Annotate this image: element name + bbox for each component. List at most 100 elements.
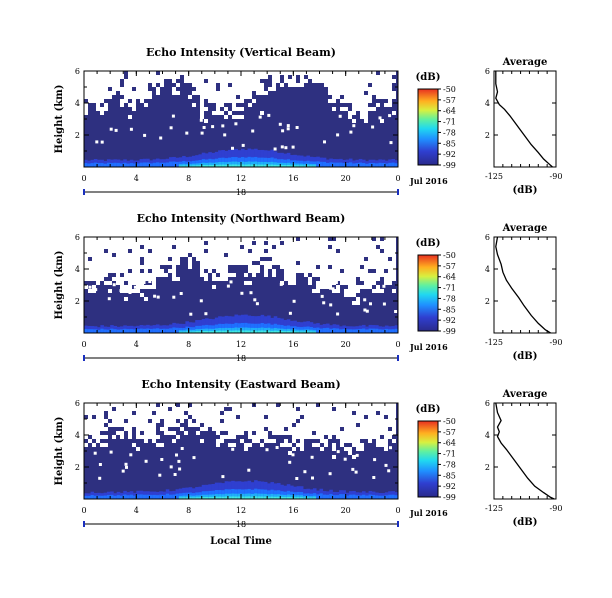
no-data-cell	[240, 261, 244, 265]
no-data-cell	[364, 71, 368, 75]
no-data-cell	[249, 291, 253, 295]
no-data-cell	[144, 269, 148, 273]
intensity-cell	[257, 327, 261, 333]
no-data-cell	[132, 289, 136, 293]
no-data-cell	[348, 115, 352, 119]
no-data-cell	[275, 446, 279, 449]
no-data-cell	[208, 403, 212, 407]
no-data-cell	[320, 265, 324, 269]
no-data-cell	[208, 237, 212, 241]
no-data-cell	[152, 407, 156, 411]
no-data-cell	[332, 423, 336, 427]
no-data-cell	[252, 83, 256, 87]
no-data-cell	[200, 99, 204, 103]
no-data-cell	[128, 415, 132, 419]
no-data-cell	[180, 249, 184, 253]
no-data-cell	[240, 423, 244, 427]
no-data-cell	[316, 407, 320, 411]
no-data-cell	[192, 75, 196, 79]
no-data-cell	[93, 451, 97, 455]
intensity-cell	[106, 329, 111, 333]
no-data-cell	[164, 407, 168, 411]
no-data-cell	[172, 423, 176, 427]
no-data-cell	[380, 83, 384, 87]
no-data-cell	[352, 419, 356, 423]
no-data-cell	[256, 403, 260, 407]
no-data-cell	[156, 249, 160, 253]
no-data-cell	[204, 312, 208, 316]
no-data-cell	[292, 427, 296, 431]
no-data-cell	[332, 79, 336, 83]
no-data-cell	[208, 95, 212, 99]
no-data-cell	[332, 87, 336, 91]
no-data-cell	[124, 285, 128, 289]
no-data-cell	[340, 423, 344, 427]
intensity-cell	[358, 328, 363, 333]
colorbar-tick-label: -64	[443, 107, 456, 116]
no-data-cell	[260, 427, 264, 431]
no-data-cell	[128, 253, 132, 257]
intensity-cell	[188, 495, 193, 499]
intensity-cell	[172, 161, 176, 167]
no-data-cell	[344, 261, 348, 265]
no-data-cell	[300, 265, 304, 269]
no-data-cell	[98, 476, 102, 480]
no-data-cell	[132, 75, 136, 79]
intensity-cell	[178, 330, 183, 333]
no-data-cell	[348, 403, 352, 407]
intensity-cell	[312, 164, 317, 167]
no-data-cell	[120, 103, 124, 107]
no-data-cell	[176, 277, 180, 281]
no-data-cell	[320, 269, 324, 273]
no-data-cell	[240, 427, 244, 431]
intensity-cell	[182, 165, 186, 167]
no-data-cell	[192, 411, 196, 415]
intensity-cell	[214, 162, 219, 167]
no-data-cell	[116, 71, 120, 75]
no-data-cell	[344, 407, 348, 411]
intensity-cell	[178, 331, 183, 333]
no-data-cell	[124, 245, 128, 249]
intensity-cell	[201, 162, 206, 167]
no-data-cell	[152, 269, 156, 273]
intensity-cell	[352, 329, 356, 333]
no-data-cell	[376, 285, 380, 289]
no-data-cell	[328, 79, 332, 83]
no-data-cell	[280, 253, 284, 257]
no-data-cell	[176, 71, 180, 75]
no-data-cell	[112, 241, 116, 245]
no-data-cell	[376, 289, 380, 293]
no-data-cell	[228, 443, 232, 447]
no-data-cell	[316, 435, 320, 439]
no-data-cell	[220, 265, 224, 269]
intensity-cell	[335, 162, 340, 167]
no-data-cell	[328, 241, 332, 245]
no-data-cell	[176, 435, 180, 439]
no-data-cell	[212, 95, 216, 99]
no-data-cell	[109, 127, 113, 131]
no-data-cell	[308, 281, 312, 285]
no-data-cell	[176, 91, 180, 95]
no-data-cell	[116, 423, 120, 427]
colorbar-tick-label: -64	[443, 439, 456, 448]
no-data-cell	[232, 427, 236, 431]
no-data-cell	[376, 83, 380, 87]
no-data-cell	[328, 431, 332, 435]
no-data-cell	[392, 289, 396, 293]
no-data-cell	[380, 71, 384, 75]
no-data-cell	[196, 75, 200, 79]
y-tick-label: 2	[75, 131, 80, 140]
no-data-cell	[324, 245, 328, 249]
no-data-cell	[352, 95, 356, 99]
no-data-cell	[352, 261, 356, 265]
no-data-cell	[234, 122, 238, 126]
no-data-cell	[208, 91, 212, 95]
no-data-cell	[380, 95, 384, 99]
no-data-cell	[204, 407, 208, 411]
no-data-cell	[372, 249, 376, 253]
no-data-cell	[376, 241, 380, 245]
no-data-cell	[360, 273, 364, 277]
no-data-cell	[96, 439, 100, 443]
no-data-cell	[202, 126, 206, 129]
colorbar-tick-label: -85	[443, 139, 456, 148]
